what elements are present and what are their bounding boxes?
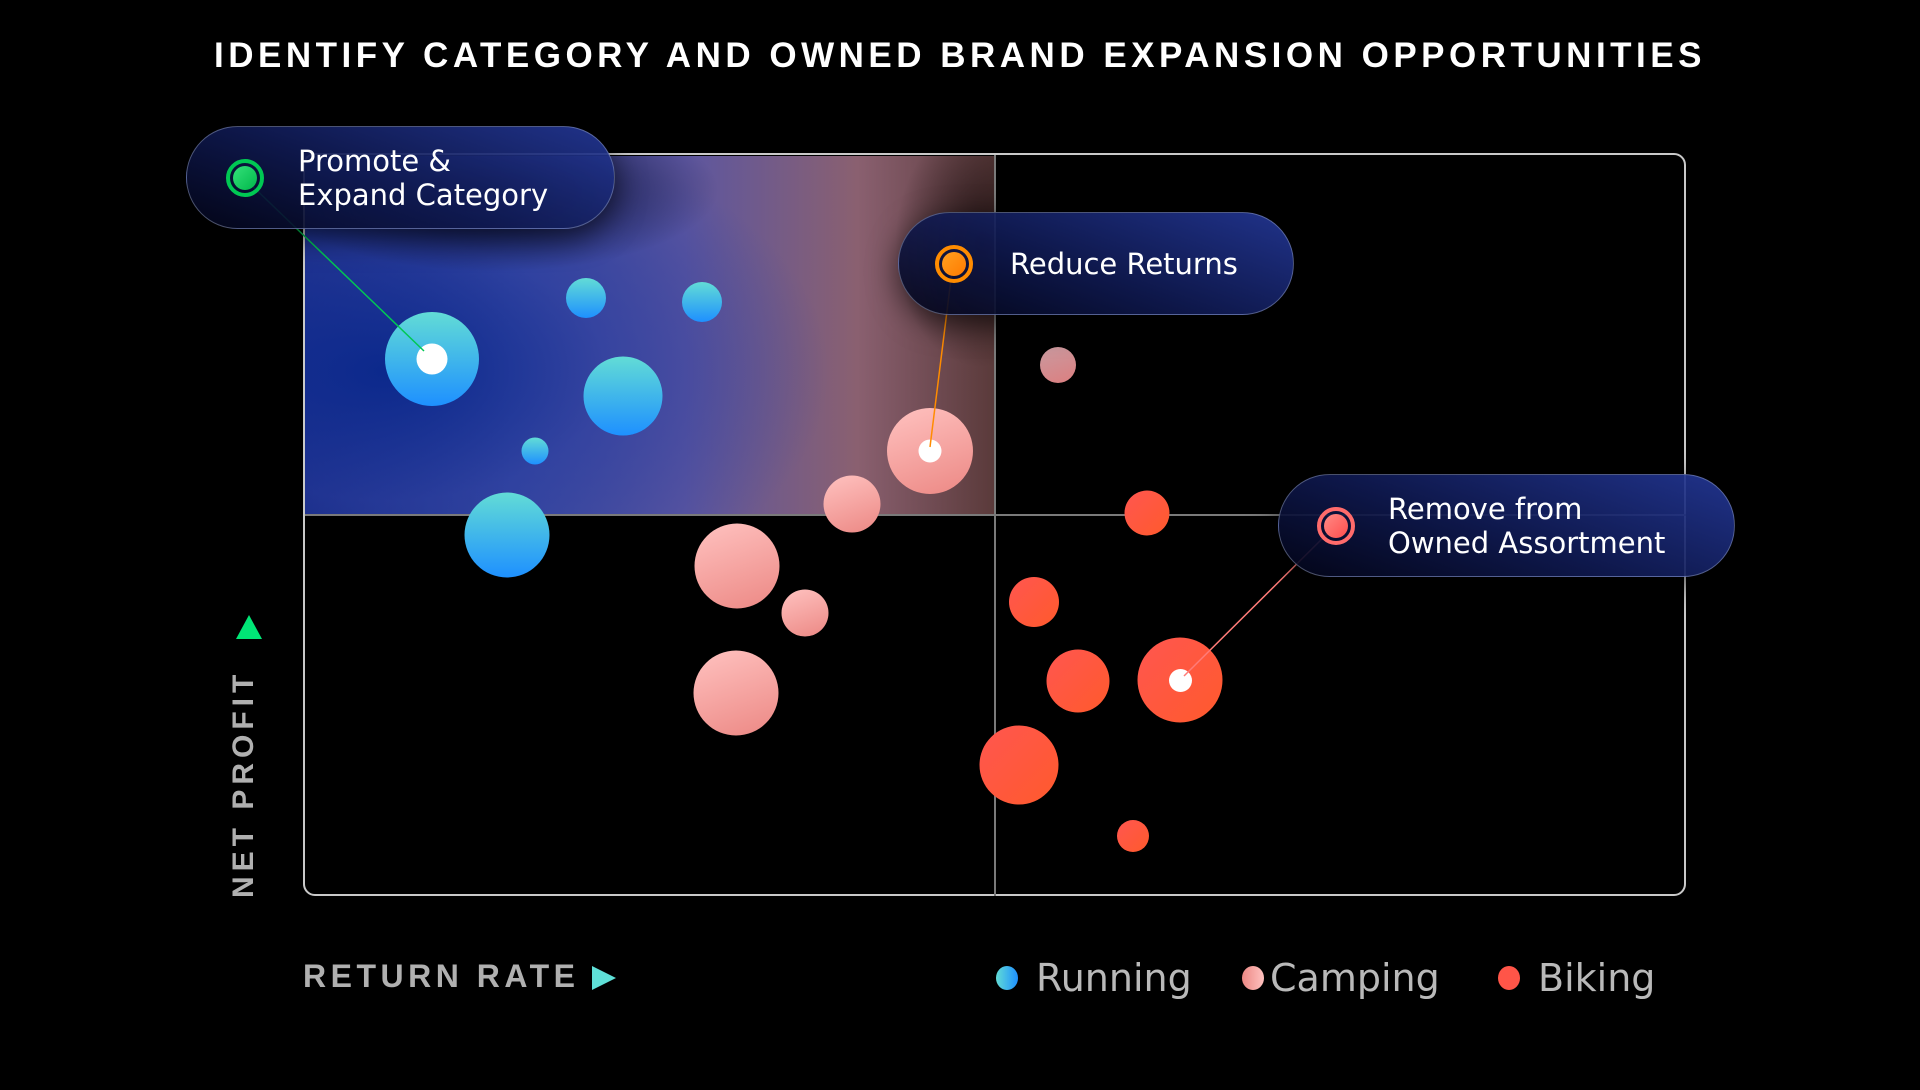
callout-label-line1: Reduce Returns [1010, 247, 1238, 281]
bubble-running[interactable] [583, 356, 663, 436]
highlight-dot [918, 439, 942, 463]
bubble-biking[interactable] [1117, 820, 1149, 852]
highlight-dot [1168, 668, 1192, 692]
bubble-camping[interactable] [694, 523, 780, 609]
callout-label-line1: Remove from [1388, 492, 1583, 526]
legend-dot-icon [1242, 966, 1264, 990]
bubble-running[interactable] [464, 492, 550, 578]
bubble-running[interactable] [385, 312, 479, 406]
x-axis-arrow-right-icon [592, 966, 616, 990]
bubble-biking[interactable] [1137, 637, 1223, 723]
bubble-running[interactable] [521, 437, 549, 465]
target-icon [226, 158, 264, 197]
highlight-dot [416, 343, 448, 375]
bubble-biking[interactable] [1046, 649, 1110, 713]
legend-label: Running [1036, 956, 1192, 1000]
bubble-biking[interactable] [1009, 577, 1059, 627]
bubble-camping[interactable] [1040, 347, 1076, 383]
legend-item-running[interactable]: Running [996, 955, 1192, 1001]
bubble-camping[interactable] [823, 475, 881, 533]
callout-label-line1: Promote & [298, 144, 452, 178]
legend-label: Camping [1270, 956, 1440, 1000]
legend-dot-icon [996, 966, 1018, 990]
target-icon [935, 244, 973, 283]
quadrant-divider-vertical [994, 155, 996, 896]
chart-title: IDENTIFY CATEGORY AND OWNED BRAND EXPANS… [214, 36, 1706, 75]
callout-label-line2: Owned Assortment [1388, 526, 1666, 560]
legend-label: Biking [1538, 956, 1656, 1000]
x-axis-label: RETURN RATE [303, 958, 580, 994]
target-icon [1317, 506, 1355, 545]
bubble-camping[interactable] [887, 408, 973, 494]
legend-dot-icon [1498, 966, 1520, 990]
bubble-biking[interactable] [1124, 490, 1170, 536]
bubble-camping[interactable] [781, 589, 829, 637]
bubble-running[interactable] [682, 282, 722, 322]
bubble-camping[interactable] [693, 650, 779, 736]
legend-item-camping[interactable]: Camping [1242, 955, 1440, 1001]
callout-remove-from-assortment[interactable]: Remove from Owned Assortment [1278, 474, 1735, 577]
bubble-biking[interactable] [979, 725, 1059, 805]
y-axis-arrow-up-icon [236, 615, 262, 639]
bubble-running[interactable] [566, 278, 606, 318]
callout-label-line2: Expand Category [298, 178, 549, 212]
legend-item-biking[interactable]: Biking [1498, 955, 1655, 1001]
y-axis-label: NET PROFIT [227, 669, 260, 898]
callout-reduce-returns[interactable]: Reduce Returns [898, 212, 1294, 315]
callout-promote-expand[interactable]: Promote & Expand Category [186, 126, 615, 229]
